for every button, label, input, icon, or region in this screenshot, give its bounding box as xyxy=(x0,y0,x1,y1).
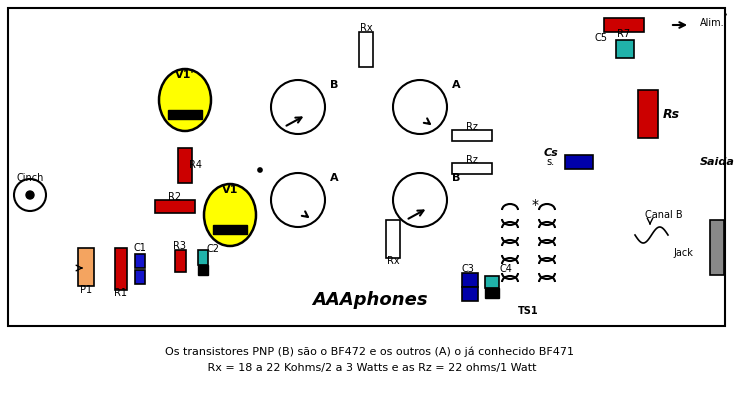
Bar xyxy=(359,32,373,67)
Text: Rx = 18 a 22 Kohms/2 a 3 Watts e as Rz = 22 ohms/1 Watt: Rx = 18 a 22 Kohms/2 a 3 Watts e as Rz =… xyxy=(203,363,537,373)
Text: C2: C2 xyxy=(206,244,220,254)
Bar xyxy=(115,248,127,290)
Bar xyxy=(485,288,499,298)
Text: Alim.: Alim. xyxy=(700,18,724,28)
Text: s.: s. xyxy=(546,157,554,167)
Circle shape xyxy=(271,80,325,134)
Text: R1: R1 xyxy=(114,288,128,298)
Text: P1: P1 xyxy=(80,285,92,295)
Circle shape xyxy=(258,168,262,172)
Bar xyxy=(198,250,208,265)
Bar xyxy=(175,250,186,272)
Circle shape xyxy=(271,173,325,227)
Bar xyxy=(8,8,725,326)
Circle shape xyxy=(393,80,447,134)
Text: C5: C5 xyxy=(595,33,608,43)
Bar xyxy=(178,148,192,183)
Bar xyxy=(386,220,400,258)
Circle shape xyxy=(26,191,34,199)
Text: R3: R3 xyxy=(173,241,186,251)
Text: V1: V1 xyxy=(222,185,238,195)
Text: *: * xyxy=(531,198,539,212)
Bar xyxy=(135,270,145,284)
Text: V1': V1' xyxy=(175,70,195,80)
Bar xyxy=(710,220,724,275)
Text: Saida: Saida xyxy=(700,157,735,167)
Bar xyxy=(565,155,593,169)
Text: R2: R2 xyxy=(169,192,181,202)
Ellipse shape xyxy=(159,69,211,131)
Bar xyxy=(135,254,145,268)
Text: Os transistores PNP (B) são o BF472 e os outros (A) o já conhecido BF471: Os transistores PNP (B) são o BF472 e os… xyxy=(166,347,575,357)
Text: C4: C4 xyxy=(500,264,513,274)
Bar xyxy=(462,273,478,287)
Bar xyxy=(604,18,644,32)
Circle shape xyxy=(393,173,447,227)
Text: Cinch: Cinch xyxy=(16,173,43,183)
Bar xyxy=(452,130,492,141)
Bar xyxy=(638,90,658,138)
Text: Jack: Jack xyxy=(673,248,693,258)
Bar xyxy=(485,276,499,288)
Text: Rx: Rx xyxy=(387,256,399,266)
Text: C3: C3 xyxy=(462,264,475,274)
Text: Rz: Rz xyxy=(466,155,478,165)
Bar xyxy=(78,248,94,286)
Bar xyxy=(616,40,634,58)
Bar xyxy=(462,287,478,301)
Text: AAAphones: AAAphones xyxy=(312,291,427,309)
Bar xyxy=(213,225,247,234)
Bar xyxy=(452,163,492,174)
Text: R7: R7 xyxy=(618,29,631,39)
Text: C1: C1 xyxy=(133,243,147,253)
Text: Rz: Rz xyxy=(466,122,478,132)
Text: A: A xyxy=(330,173,338,183)
Circle shape xyxy=(14,179,46,211)
Text: Rx: Rx xyxy=(360,23,372,33)
Ellipse shape xyxy=(204,184,256,246)
Text: Rs: Rs xyxy=(663,107,680,121)
Text: B: B xyxy=(452,173,461,183)
Text: Canal B: Canal B xyxy=(645,210,682,220)
Text: A: A xyxy=(452,80,461,90)
Bar xyxy=(155,200,195,213)
Text: Cs: Cs xyxy=(543,148,558,158)
Text: B: B xyxy=(330,80,338,90)
Text: TS1: TS1 xyxy=(517,306,538,316)
Bar xyxy=(168,110,202,119)
Text: R4: R4 xyxy=(189,160,203,170)
Bar xyxy=(198,265,208,275)
